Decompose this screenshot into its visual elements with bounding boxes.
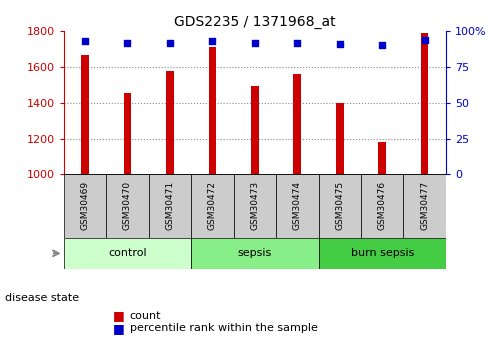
Text: burn sepsis: burn sepsis bbox=[350, 248, 414, 258]
Bar bbox=[166, 71, 173, 175]
Bar bbox=[251, 86, 259, 175]
Text: GSM30476: GSM30476 bbox=[378, 181, 387, 230]
Bar bbox=[421, 33, 428, 175]
FancyBboxPatch shape bbox=[403, 175, 446, 238]
Text: percentile rank within the sample: percentile rank within the sample bbox=[130, 324, 318, 333]
Text: GSM30472: GSM30472 bbox=[208, 181, 217, 230]
Text: GSM30469: GSM30469 bbox=[80, 181, 90, 230]
Text: GSM30470: GSM30470 bbox=[123, 181, 132, 230]
FancyBboxPatch shape bbox=[318, 175, 361, 238]
FancyBboxPatch shape bbox=[64, 238, 191, 269]
Point bbox=[294, 40, 301, 45]
FancyBboxPatch shape bbox=[276, 175, 318, 238]
Text: GSM30473: GSM30473 bbox=[250, 181, 259, 230]
Text: GSM30477: GSM30477 bbox=[420, 181, 429, 230]
Point bbox=[166, 40, 174, 45]
Text: ■: ■ bbox=[113, 322, 124, 335]
Point bbox=[336, 41, 343, 47]
Bar bbox=[81, 55, 89, 175]
FancyBboxPatch shape bbox=[148, 175, 191, 238]
Bar bbox=[336, 103, 343, 175]
Text: count: count bbox=[130, 311, 161, 321]
Bar bbox=[294, 74, 301, 175]
Text: sepsis: sepsis bbox=[238, 248, 272, 258]
FancyBboxPatch shape bbox=[64, 175, 106, 238]
Point bbox=[81, 38, 89, 44]
Bar bbox=[209, 47, 216, 175]
Text: GSM30475: GSM30475 bbox=[335, 181, 344, 230]
Text: ■: ■ bbox=[113, 309, 124, 322]
FancyBboxPatch shape bbox=[318, 238, 446, 269]
Point bbox=[378, 43, 386, 48]
FancyBboxPatch shape bbox=[106, 175, 148, 238]
Bar bbox=[378, 142, 386, 175]
Point bbox=[421, 37, 429, 42]
FancyBboxPatch shape bbox=[234, 175, 276, 238]
Text: disease state: disease state bbox=[5, 294, 79, 303]
Point bbox=[123, 40, 131, 45]
FancyBboxPatch shape bbox=[191, 238, 318, 269]
Title: GDS2235 / 1371968_at: GDS2235 / 1371968_at bbox=[174, 14, 336, 29]
FancyBboxPatch shape bbox=[191, 175, 234, 238]
FancyBboxPatch shape bbox=[361, 175, 403, 238]
Point bbox=[251, 40, 259, 45]
Text: control: control bbox=[108, 248, 147, 258]
Text: GSM30474: GSM30474 bbox=[293, 181, 302, 230]
Bar bbox=[123, 93, 131, 175]
Text: GSM30471: GSM30471 bbox=[165, 181, 174, 230]
Point bbox=[208, 38, 216, 44]
